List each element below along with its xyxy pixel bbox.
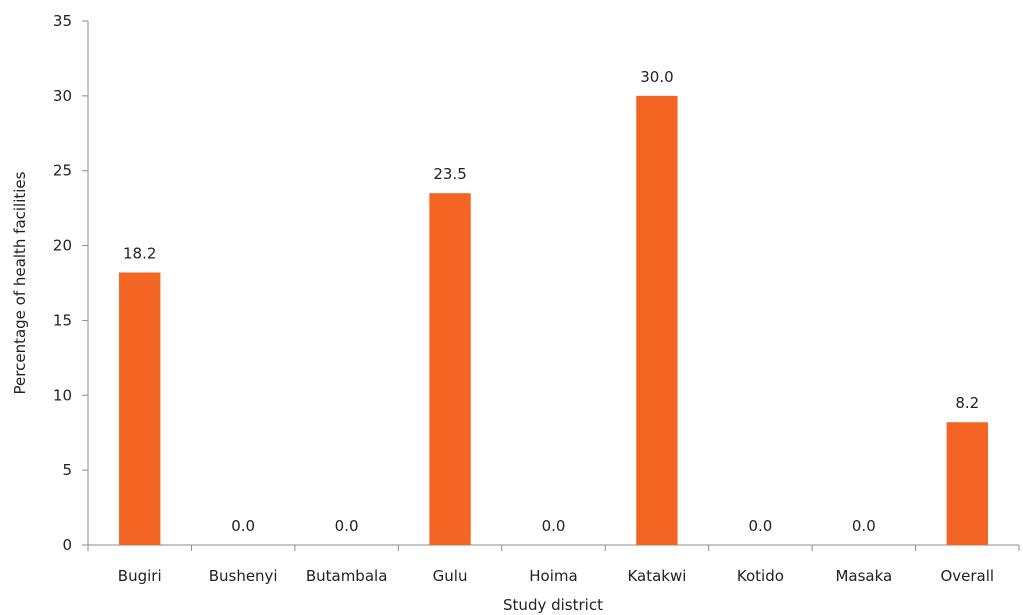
y-axis: 0 5 10 15 20 25 30 35 (53, 12, 89, 554)
y-tick-label: 5 (62, 461, 72, 479)
y-tick-label: 25 (53, 162, 72, 180)
data-label: 30.0 (640, 68, 673, 86)
x-tick-label: Kotido (737, 567, 784, 585)
y-tick-label: 30 (53, 87, 72, 105)
bar (119, 272, 161, 545)
y-axis-title: Percentage of health facilities (11, 171, 29, 394)
bar (429, 193, 471, 545)
data-label: 0.0 (748, 517, 772, 535)
x-tick-label: Hoima (529, 567, 577, 585)
data-labels: 18.2 0.0 0.0 23.5 0.0 30.0 0.0 0.0 8.2 (123, 68, 979, 535)
y-tick-label: 20 (53, 237, 72, 255)
data-label: 8.2 (955, 394, 979, 412)
x-tick-label: Bugiri (118, 567, 162, 585)
x-tick-label: Overall (940, 567, 994, 585)
data-label: 0.0 (852, 517, 876, 535)
x-tick-label: Butambala (306, 567, 388, 585)
data-label: 0.0 (335, 517, 359, 535)
x-axis: Bugiri Bushenyi Butambala Gulu Hoima Katakwi K… (87, 544, 1020, 585)
bars (119, 95, 988, 545)
bar (636, 95, 678, 545)
x-tick-label: Masaka (835, 567, 892, 585)
y-tick-label: 15 (53, 311, 72, 329)
data-label: 0.0 (542, 517, 566, 535)
data-label: 0.0 (231, 517, 255, 535)
y-tick-label: 35 (53, 12, 72, 30)
data-label: 18.2 (123, 245, 156, 263)
x-tick-label: Bushenyi (209, 567, 278, 585)
x-tick-label: Gulu (433, 567, 468, 585)
x-tick-label: Katakwi (627, 567, 686, 585)
bar (946, 422, 988, 545)
data-label: 23.5 (433, 165, 466, 183)
x-axis-title: Study district (503, 596, 603, 614)
y-tick-label: 10 (53, 386, 72, 404)
y-tick-label: 0 (62, 536, 72, 554)
